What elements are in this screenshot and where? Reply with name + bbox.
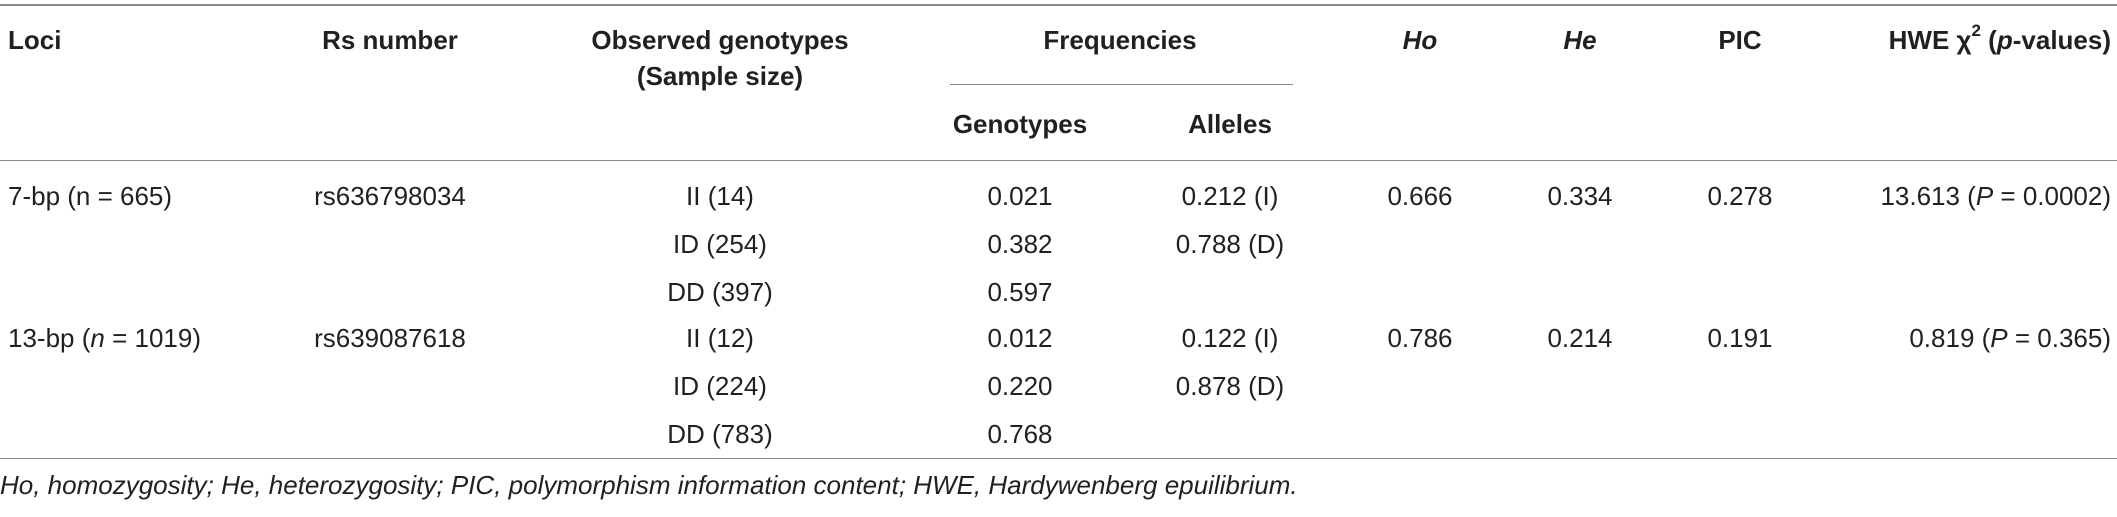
header-he: He	[1563, 25, 1597, 55]
row2-rs: rs639087618	[314, 323, 466, 353]
row2-geno-2: ID (224)	[673, 371, 767, 401]
row2-freq-1: 0.012	[987, 323, 1053, 353]
row1-pic: 0.278	[1707, 181, 1773, 211]
row1-freq-1: 0.021	[987, 181, 1053, 211]
row2-geno-3: DD (783)	[667, 419, 773, 449]
row2-loci-n: n	[90, 323, 105, 353]
row2-loci: 13-bp (n = 1019)	[8, 322, 201, 354]
row1-geno-2: ID (254)	[673, 229, 767, 259]
row1-loci-a: 7-bp (n = 665)	[8, 181, 173, 211]
row2-geno-1: II (12)	[686, 323, 754, 353]
row2-freq-2: 0.220	[987, 371, 1053, 401]
frequencies-rule	[950, 84, 1293, 85]
header-loci: Loci	[8, 25, 62, 55]
header-frequencies: Frequencies	[1043, 25, 1197, 55]
top-rule	[0, 4, 2117, 6]
row1-hwe: 13.613 (P = 0.0002)	[1800, 180, 2111, 212]
row2-loci-a: 13-bp (	[8, 323, 91, 353]
row1-freq-3: 0.597	[987, 277, 1053, 307]
header-rule	[0, 160, 2117, 161]
row1-hwe-b: = 0.0002)	[1993, 181, 2111, 211]
row2-hwe-p: P	[1990, 323, 2008, 353]
row1-hwe-a: 13.613 (	[1880, 181, 1976, 211]
table-footnote: Ho, homozygosity; He, heterozygosity; PI…	[0, 470, 1298, 500]
row1-geno-3: DD (397)	[667, 277, 773, 307]
header-observed-line1: Observed genotypes	[591, 25, 849, 55]
row2-allele-1: 0.122 (I)	[1181, 323, 1279, 353]
row2-hwe-b: = 0.365)	[2007, 323, 2111, 353]
row1-freq-2: 0.382	[987, 229, 1053, 259]
row2-allele-2: 0.878 (D)	[1175, 371, 1285, 401]
row1-geno-1: II (14)	[686, 181, 754, 211]
row2-hwe-a: 0.819 (	[1909, 323, 1991, 353]
row2-loci-b: = 1019)	[104, 323, 201, 353]
row1-loci: 7-bp (n = 665)	[8, 180, 172, 212]
row1-allele-1: 0.212 (I)	[1181, 181, 1279, 211]
row2-he: 0.214	[1547, 323, 1613, 353]
header-pic: PIC	[1718, 25, 1762, 55]
row1-hwe-p: P	[1975, 181, 1994, 211]
hwe-open: (	[1980, 25, 1997, 55]
row2-ho: 0.786	[1387, 323, 1453, 353]
row1-rs: rs636798034	[314, 181, 466, 211]
header-ho: Ho	[1402, 25, 1438, 55]
row1-allele-2: 0.788 (D)	[1175, 229, 1285, 259]
row1-he: 0.334	[1547, 181, 1613, 211]
hwe-p: p	[1996, 25, 2013, 55]
header-alleles: Alleles	[1188, 109, 1272, 139]
hwe-prefix: HWE χ	[1888, 25, 1972, 55]
header-observed-line2: (Sample size)	[636, 61, 804, 91]
hwe-suffix: -values)	[2012, 25, 2111, 55]
header-genotypes: Genotypes	[952, 109, 1088, 139]
bottom-rule	[0, 458, 2117, 459]
row2-pic: 0.191	[1707, 323, 1773, 353]
header-rs-number: Rs number	[322, 25, 458, 55]
row2-freq-3: 0.768	[987, 419, 1053, 449]
hwe-superscript: 2	[1971, 21, 1981, 40]
header-hwe: HWE χ2 (p-values)	[1800, 21, 2111, 56]
row1-ho: 0.666	[1387, 181, 1453, 211]
row2-hwe: 0.819 (P = 0.365)	[1800, 322, 2111, 354]
